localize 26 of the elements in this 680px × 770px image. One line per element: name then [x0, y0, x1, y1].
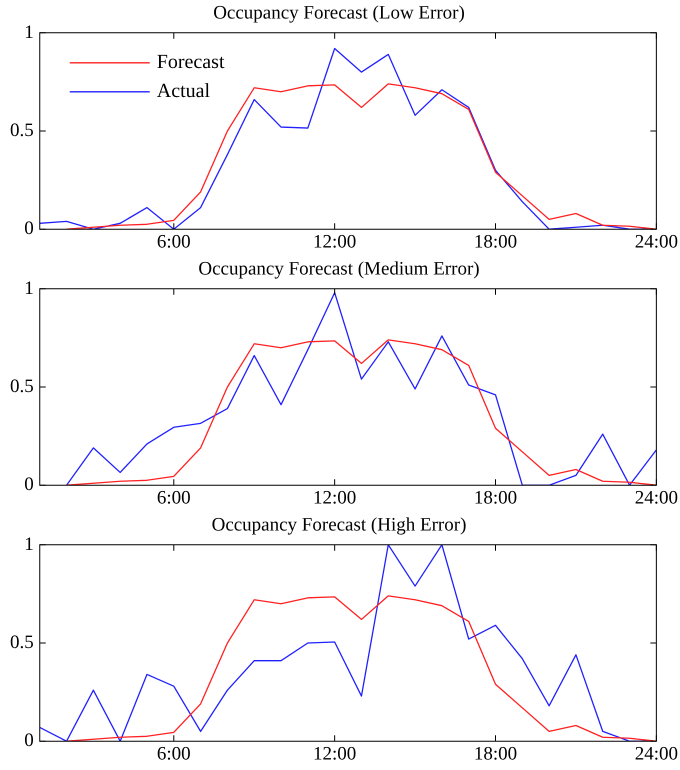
x-tick-label: 24:00 [634, 232, 678, 253]
y-tick-label: 0 [24, 218, 34, 240]
x-tick-label: 6:00 [156, 232, 191, 253]
y-tick-label: 0 [24, 730, 34, 752]
y-tick-label: 1 [24, 278, 34, 299]
legend-label: Actual [156, 80, 211, 102]
y-tick-label: 1 [24, 22, 34, 43]
y-tick-label: 0.5 [10, 376, 34, 397]
x-tick-label: 24:00 [634, 488, 678, 509]
y-tick-label: 0.5 [10, 120, 34, 141]
x-tick-label: 6:00 [156, 744, 191, 765]
chart-title: Occupancy Forecast (High Error) [212, 514, 466, 536]
x-tick-label: 12:00 [313, 744, 356, 765]
x-tick-label: 18:00 [474, 488, 518, 509]
y-tick-label: 0 [24, 474, 34, 496]
x-tick-label: 18:00 [474, 744, 518, 765]
y-tick-label: 1 [24, 534, 34, 555]
x-tick-label: 12:00 [313, 232, 356, 253]
x-tick-label: 18:00 [474, 232, 518, 253]
x-tick-label: 24:00 [634, 744, 678, 765]
y-tick-label: 0.5 [10, 632, 34, 653]
x-tick-label: 6:00 [156, 488, 191, 509]
chart-title: Occupancy Forecast (Medium Error) [198, 258, 480, 280]
x-tick-label: 12:00 [313, 488, 356, 509]
legend-label: Forecast [156, 51, 225, 74]
chart-title: Occupancy Forecast (Low Error) [213, 2, 465, 24]
